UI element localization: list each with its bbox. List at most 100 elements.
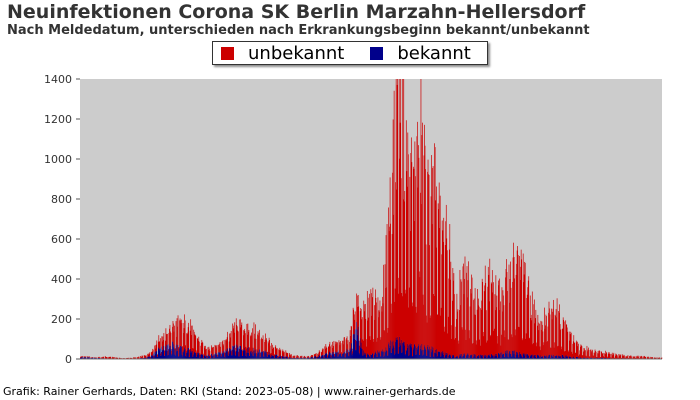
bar-unbekannt (641, 356, 643, 359)
bar-bekannt (388, 342, 390, 359)
bar-unbekannt (338, 352, 339, 357)
bar-bekannt (534, 354, 536, 359)
bar-bekannt (334, 356, 336, 359)
bar-bekannt (379, 351, 380, 359)
bar-bekannt (555, 356, 556, 359)
bar-bekannt (544, 355, 545, 359)
bar-bekannt (462, 357, 463, 359)
bar-unbekannt (406, 186, 408, 344)
bar-bekannt (542, 356, 543, 359)
bar-bekannt (440, 356, 442, 359)
bar-bekannt (446, 353, 448, 359)
bar-unbekannt (602, 352, 604, 359)
bar-unbekannt (420, 192, 421, 346)
bar-unbekannt (225, 339, 227, 350)
bar-unbekannt (646, 356, 648, 359)
bar-unbekannt (337, 352, 339, 357)
bar-bekannt (172, 342, 174, 359)
bar-unbekannt (274, 346, 276, 355)
bar-unbekannt (411, 302, 413, 356)
bar-unbekannt (394, 301, 395, 356)
bar-bekannt (408, 356, 410, 359)
bar-bekannt (525, 357, 527, 359)
bar-bekannt (520, 354, 522, 359)
bar-unbekannt (98, 357, 99, 358)
bar-unbekannt (108, 356, 110, 359)
bar-bekannt (517, 352, 518, 359)
bar-bekannt (341, 356, 342, 359)
bar-unbekannt (510, 287, 512, 354)
bar-bekannt (421, 344, 423, 359)
bar-bekannt (317, 356, 319, 359)
bar-bekannt (467, 353, 469, 359)
bar-unbekannt (346, 336, 348, 349)
bar-bekannt (432, 347, 434, 359)
bar-bekannt (435, 353, 437, 359)
bar-bekannt (94, 357, 95, 359)
bar-unbekannt (384, 264, 386, 352)
bar-unbekannt (627, 355, 629, 359)
bar-bekannt (270, 356, 272, 359)
bar-unbekannt (229, 333, 231, 348)
bar-unbekannt (481, 278, 483, 357)
bar-bekannt (422, 355, 424, 359)
bar-bekannt (258, 352, 259, 359)
bar-bekannt (340, 353, 341, 359)
bar-bekannt (223, 352, 224, 359)
bar-bekannt (208, 354, 210, 359)
bar-bekannt (202, 357, 204, 359)
bar-unbekannt (582, 355, 584, 359)
bar-unbekannt (173, 323, 174, 345)
bar-unbekannt (391, 234, 393, 342)
bar-bekannt (549, 355, 551, 359)
bar-unbekannt (193, 331, 195, 353)
bar-bekannt (143, 357, 145, 359)
bar-unbekannt (342, 340, 344, 354)
bar-unbekannt (185, 345, 186, 356)
bar-bekannt (154, 351, 156, 359)
bar-unbekannt (347, 344, 348, 353)
bar-unbekannt (144, 355, 146, 358)
bar-unbekannt (142, 357, 144, 359)
bar-bekannt (398, 353, 400, 359)
bar-bekannt (215, 352, 216, 359)
bar-bekannt (399, 336, 401, 359)
bar-bekannt (230, 350, 232, 359)
bar-unbekannt (584, 348, 585, 358)
bar-bekannt (599, 357, 600, 359)
bar-unbekannt (156, 354, 158, 357)
bar-unbekannt (521, 338, 523, 358)
bar-unbekannt (201, 339, 203, 354)
bar-unbekannt (377, 297, 379, 351)
bar-unbekannt (378, 317, 379, 352)
bar-bekannt (145, 357, 146, 359)
bar-bekannt (474, 354, 475, 359)
bar-unbekannt (112, 357, 114, 359)
bar-bekannt (566, 355, 568, 359)
bar-bekannt (380, 356, 382, 359)
bar-bekannt (443, 357, 445, 359)
bar-unbekannt (606, 356, 608, 359)
bar-bekannt (352, 334, 354, 359)
bar-unbekannt (626, 355, 628, 359)
bar-bekannt (203, 357, 205, 359)
bar-bekannt (255, 353, 257, 359)
bar-bekannt (313, 357, 315, 359)
bar-bekannt (261, 352, 262, 359)
bar-unbekannt (375, 297, 377, 353)
bar-bekannt (576, 356, 578, 359)
bar-unbekannt (600, 357, 601, 359)
bar-bekannt (401, 352, 403, 359)
bar-bekannt (190, 348, 192, 359)
bar-unbekannt (402, 79, 404, 343)
bar-unbekannt (251, 332, 252, 354)
bar-bekannt (370, 354, 372, 359)
bar-unbekannt (517, 246, 518, 353)
bar-unbekannt (509, 302, 510, 352)
bar-unbekannt (197, 338, 199, 353)
bar-bekannt (486, 357, 488, 359)
bar-unbekannt (159, 338, 161, 349)
bar-unbekannt (258, 332, 260, 353)
bar-unbekannt (295, 357, 296, 359)
